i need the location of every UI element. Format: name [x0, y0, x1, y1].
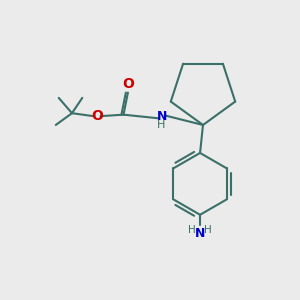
Text: H: H — [188, 225, 196, 235]
Text: N: N — [157, 110, 167, 123]
Text: H: H — [204, 225, 212, 235]
Text: H: H — [157, 120, 165, 130]
Text: O: O — [122, 77, 134, 91]
Text: N: N — [195, 226, 205, 240]
Text: O: O — [91, 109, 103, 123]
